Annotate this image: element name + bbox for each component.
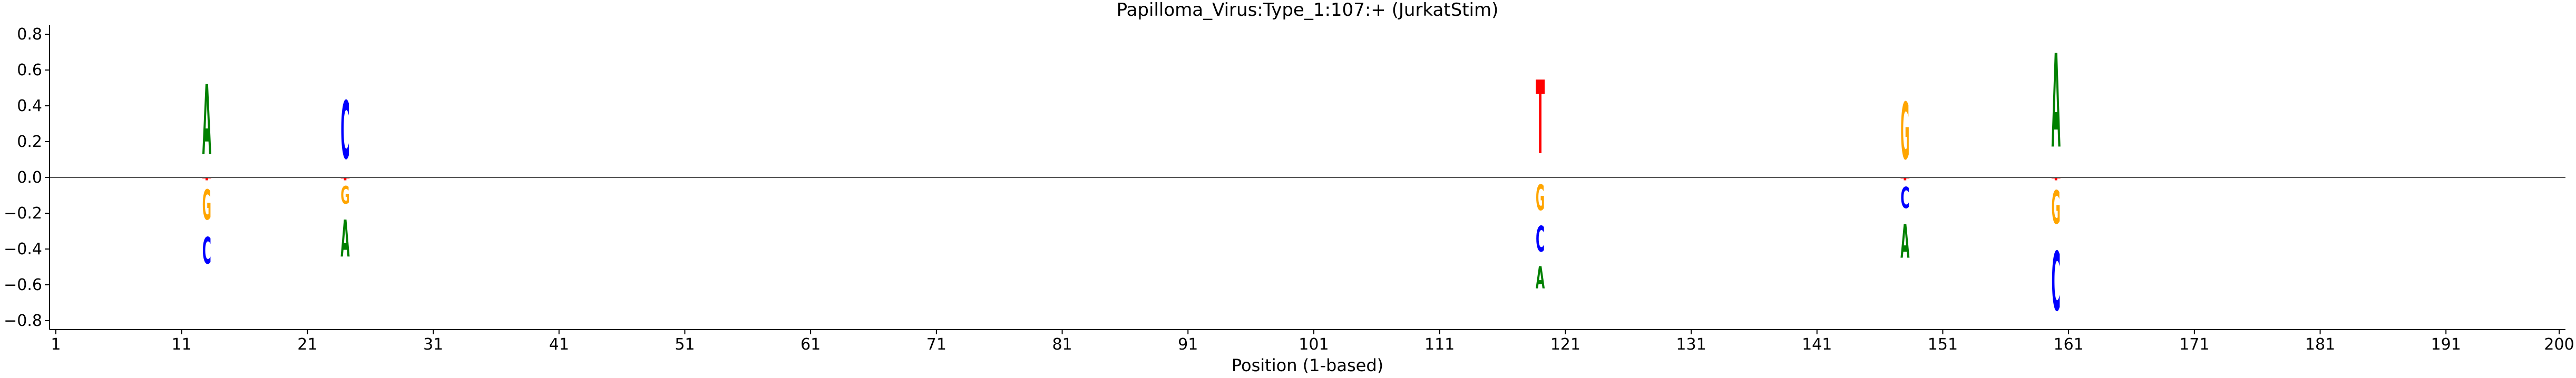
logo-letter-t: T <box>340 177 350 181</box>
x-tick-label: 171 <box>2179 335 2209 354</box>
y-tick-label: 0.0 <box>17 168 42 187</box>
logo-letter-t: T <box>202 177 212 181</box>
logo-letter-c: C <box>340 85 349 177</box>
logo-letter-a: A <box>340 210 349 269</box>
x-tick-label: 131 <box>1676 335 1706 354</box>
logo-letter-g: G <box>340 181 349 210</box>
x-tick-label: 101 <box>1299 335 1329 354</box>
y-tick-label: −0.6 <box>4 276 42 294</box>
x-tick-label: 31 <box>423 335 443 354</box>
x-tick-label: 91 <box>1178 335 1198 354</box>
x-tick-label: 111 <box>1424 335 1455 354</box>
x-tick-label: 161 <box>2054 335 2084 354</box>
x-tick-label: 200 <box>2544 335 2574 354</box>
y-tick-label: 0.8 <box>17 25 42 44</box>
x-tick-label: 21 <box>297 335 317 354</box>
logo-letter-a: A <box>1900 216 1909 269</box>
y-tick-label: 0.4 <box>17 97 42 115</box>
logo-letter-g: G <box>1536 177 1545 218</box>
logo-letter-a: A <box>202 65 211 177</box>
x-tick-label: 1 <box>51 335 61 354</box>
logo-letter-t: T <box>1900 177 1910 181</box>
x-axis-label: Position (1-based) <box>1232 355 1383 375</box>
x-tick-label: 141 <box>1802 335 1832 354</box>
logo-letter-c: C <box>202 230 211 272</box>
y-tick-label: 0.6 <box>17 61 42 79</box>
x-tick-label: 71 <box>926 335 947 354</box>
x-tick-label: 181 <box>2305 335 2335 354</box>
logo-letter-g: G <box>1900 86 1909 177</box>
axis-ticks: 1 11 21 31 41 51 61 71 81 91 101 111 121 131 141 151 161… <box>4 25 2574 354</box>
y-tick-label: −0.2 <box>4 204 42 223</box>
logo-letter-c: C <box>1900 181 1909 215</box>
x-tick-label: 121 <box>1550 335 1580 354</box>
x-tick-label: 81 <box>1052 335 1072 354</box>
logo-letter-t: T <box>2052 177 2061 181</box>
y-tick-label: 0.2 <box>17 133 42 151</box>
y-tick-label: −0.4 <box>4 240 42 258</box>
x-tick-label: 51 <box>675 335 695 354</box>
x-tick-label: 11 <box>172 335 192 354</box>
logo-letter-g: G <box>2052 181 2061 235</box>
y-tick-label: −0.8 <box>4 312 42 330</box>
x-tick-label: 151 <box>1928 335 1958 354</box>
logo-letter-t: T <box>1536 60 1545 177</box>
logo-letter-g: G <box>202 181 211 230</box>
logo-letter-a: A <box>1536 261 1545 296</box>
x-tick-label: 61 <box>801 335 821 354</box>
x-tick-label: 191 <box>2431 335 2461 354</box>
logo-letter-c: C <box>2052 235 2061 329</box>
chart-title: Papilloma_Virus:Type_1:107:+ (JurkatStim… <box>1117 0 1499 21</box>
logo-letter-a: A <box>2052 27 2061 177</box>
logo-letter-c: C <box>1536 219 1545 260</box>
x-tick-label: 41 <box>549 335 569 354</box>
